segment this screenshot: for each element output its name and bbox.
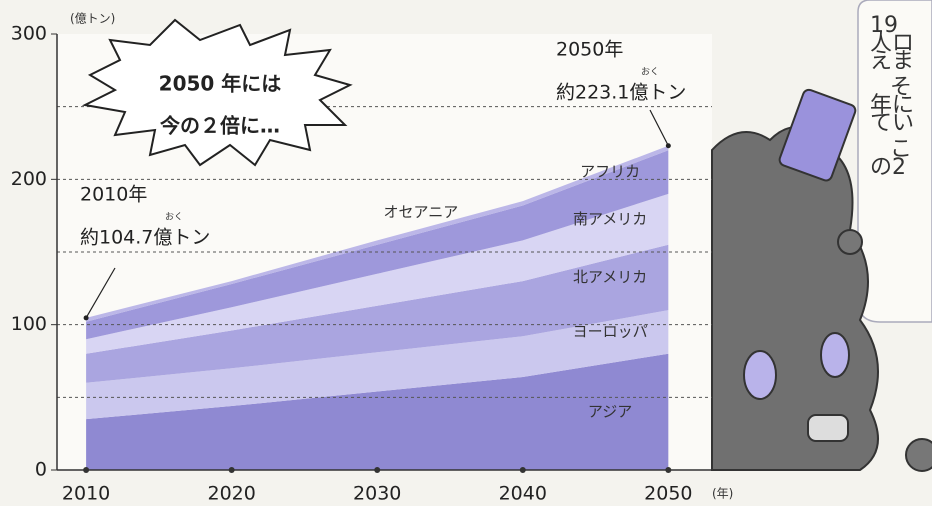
series-label: アフリカ bbox=[580, 163, 640, 181]
annotation-text: 約104.7億トン bbox=[80, 227, 210, 249]
y-tick-label: 200 bbox=[11, 168, 47, 190]
side-text: の2 bbox=[870, 155, 906, 180]
side-text: こ bbox=[890, 137, 912, 162]
garbage-pile bbox=[711, 88, 932, 472]
side-text: えま bbox=[870, 49, 914, 74]
series-label: ヨーロッパ bbox=[573, 322, 648, 340]
annotation-text: 約223.1億トン bbox=[556, 82, 686, 104]
x-tick-label: 2020 bbox=[207, 483, 255, 505]
burst-text: 今の２倍に… bbox=[160, 114, 280, 138]
annotation-ruby: おく bbox=[165, 212, 183, 223]
annotation-year: 2050年 bbox=[556, 39, 623, 61]
x-tick bbox=[83, 467, 90, 473]
annotation-point bbox=[665, 143, 671, 149]
area bbox=[86, 150, 669, 340]
side-text: 人ロ bbox=[870, 31, 914, 56]
area bbox=[86, 353, 669, 470]
y-tick-label: 300 bbox=[11, 23, 47, 45]
side-text: てい bbox=[870, 111, 914, 136]
annotation-ruby: おく bbox=[641, 67, 659, 78]
x-unit: (年) bbox=[712, 487, 733, 501]
x-tick-label: 2050 bbox=[644, 483, 692, 505]
x-tick-label: 2030 bbox=[353, 483, 401, 505]
area bbox=[86, 244, 669, 383]
area bbox=[86, 145, 669, 322]
y-unit: (億トン) bbox=[70, 12, 115, 26]
annotation-arrow bbox=[85, 267, 116, 319]
starburst bbox=[81, 18, 353, 167]
x-tick-label: 2010 bbox=[62, 483, 110, 505]
x-tick bbox=[228, 467, 235, 473]
area bbox=[86, 193, 669, 354]
annotation-arrow bbox=[649, 109, 669, 147]
annotation-year: 2010年 bbox=[80, 184, 147, 206]
series-label: オセアニア bbox=[384, 203, 459, 221]
x-tick bbox=[519, 467, 526, 473]
series-label: 北アメリカ bbox=[573, 268, 647, 286]
series-label: アジア bbox=[588, 402, 632, 420]
area bbox=[86, 310, 669, 420]
x-tick-label: 2040 bbox=[499, 483, 547, 505]
side-text: 年に bbox=[870, 93, 914, 118]
y-tick-label: 100 bbox=[11, 313, 47, 335]
side-text: そ bbox=[890, 75, 912, 100]
burst-text: 2050 年には bbox=[159, 72, 282, 96]
y-tick-label: 0 bbox=[35, 459, 47, 481]
side-text: 19 bbox=[870, 13, 898, 38]
x-tick bbox=[665, 467, 672, 473]
annotation-point bbox=[83, 315, 89, 321]
series-label: 南アメリカ bbox=[573, 210, 647, 228]
x-tick bbox=[374, 467, 381, 473]
